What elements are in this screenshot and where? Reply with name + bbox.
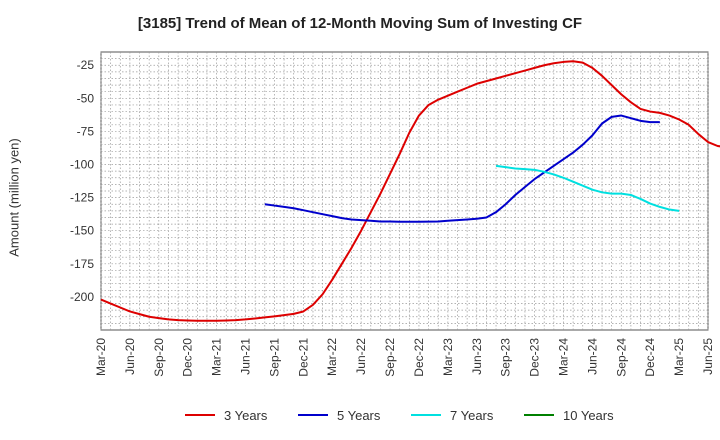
y-tick-label: -200	[70, 290, 94, 304]
x-tick-label: Sep-21	[267, 338, 281, 377]
x-tick-label: Mar-22	[325, 338, 339, 376]
legend-label: 3 Years	[224, 408, 268, 423]
x-tick-label: Jun-24	[585, 338, 599, 375]
x-tick-label: Sep-20	[152, 338, 166, 377]
x-tick-label: Jun-21	[239, 338, 253, 375]
legend-label: 10 Years	[563, 408, 614, 423]
x-tick-label: Dec-24	[643, 338, 657, 377]
chart-title: [3185] Trend of Mean of 12-Month Moving …	[137, 15, 583, 32]
y-axis-ticks: -25 -50 -75 -100 -125 -150 -175 -200	[70, 58, 94, 304]
x-tick-label: Dec-20	[181, 338, 195, 377]
y-tick-label: -175	[70, 257, 94, 271]
series-line-3-years	[100, 60, 720, 322]
legend-label: 7 Years	[450, 408, 494, 423]
y-tick-label: -100	[70, 158, 94, 172]
x-axis-ticks: Mar-20 Jun-20 Sep-20 Dec-20 Mar-21 Jun-21 Sep-…	[94, 338, 715, 377]
x-tick-label: Dec-22	[412, 338, 426, 377]
legend-label: 5 Years	[337, 408, 381, 423]
y-tick-label: -75	[77, 124, 95, 138]
x-tick-label: Mar-23	[441, 338, 455, 376]
x-tick-label: Jun-20	[123, 338, 137, 375]
x-tick-label: Sep-24	[614, 338, 628, 377]
y-tick-label: -50	[77, 91, 95, 105]
x-tick-label: Jun-23	[470, 338, 484, 375]
x-tick-label: Sep-22	[383, 338, 397, 377]
x-tick-label: Mar-20	[94, 338, 108, 376]
y-tick-label: -25	[77, 58, 95, 72]
legend: 3 Years 5 Years 7 Years 10 Years	[185, 408, 614, 423]
series-lines	[100, 60, 720, 322]
y-tick-label: -125	[70, 191, 94, 205]
series-line-5-years	[264, 114, 660, 223]
x-tick-label: Sep-23	[499, 338, 513, 377]
gridlines	[100, 52, 709, 330]
x-tick-label: Dec-23	[528, 338, 542, 377]
x-tick-label: Dec-21	[296, 338, 310, 377]
x-tick-label: Mar-25	[672, 338, 686, 376]
series-line-7-years	[495, 164, 680, 212]
x-tick-label: Jun-22	[354, 338, 368, 375]
y-tick-label: -150	[70, 224, 94, 238]
x-tick-label: Mar-24	[556, 338, 570, 376]
x-tick-label: Mar-21	[210, 338, 224, 376]
x-tick-label: Jun-25	[701, 338, 715, 375]
